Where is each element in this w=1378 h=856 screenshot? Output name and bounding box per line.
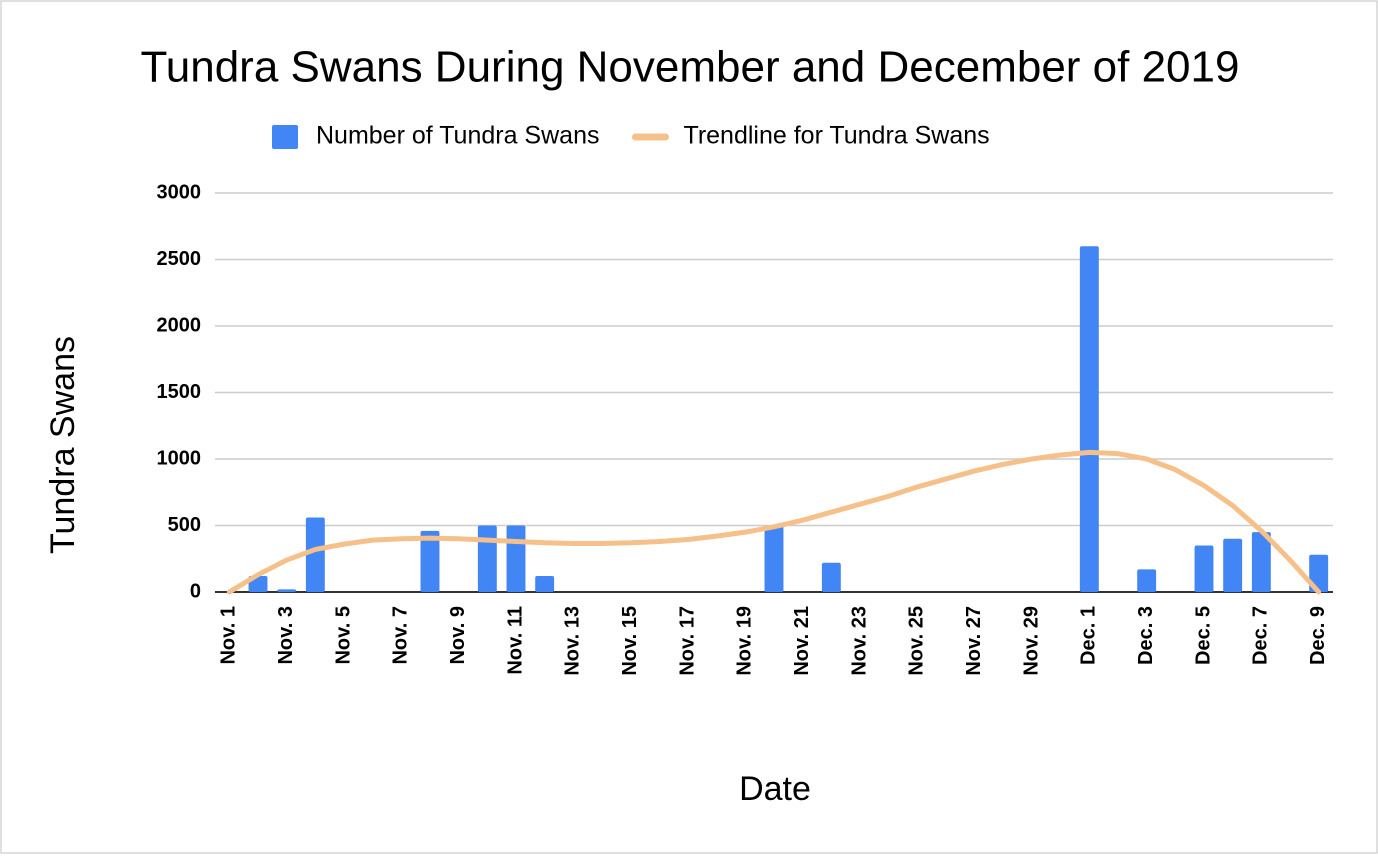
bar bbox=[764, 525, 784, 592]
bar bbox=[506, 525, 526, 592]
chart-title: Tundra Swans During November and Decembe… bbox=[141, 43, 1240, 92]
legend-swatch bbox=[272, 125, 298, 149]
x-tick-label: Nov. 9 bbox=[447, 606, 469, 665]
x-tick-label: Dec. 5 bbox=[1192, 606, 1214, 665]
x-tick-label: Dec. 9 bbox=[1307, 606, 1329, 665]
bar bbox=[277, 589, 297, 592]
trendline bbox=[226, 449, 1322, 595]
bar bbox=[1251, 532, 1271, 592]
y-axis-title: Tundra Swans bbox=[44, 336, 82, 554]
x-tick-label: Nov. 21 bbox=[791, 606, 813, 676]
legend-label: Trendline for Tundra Swans bbox=[683, 122, 989, 150]
y-tick-label: 1000 bbox=[157, 447, 202, 469]
y-tick-label: 2000 bbox=[157, 314, 202, 336]
x-tick-label: Nov. 29 bbox=[1020, 606, 1042, 676]
x-tick-label: Nov. 5 bbox=[332, 606, 354, 665]
bar bbox=[1309, 554, 1329, 592]
x-axis-title: Date bbox=[739, 770, 811, 808]
bar bbox=[821, 562, 841, 592]
bar bbox=[1223, 538, 1243, 592]
x-tick-label: Dec. 3 bbox=[1135, 606, 1157, 665]
y-tick-label: 1500 bbox=[157, 381, 202, 403]
x-tick-label: Nov. 13 bbox=[562, 606, 584, 676]
x-tick-label: Nov. 19 bbox=[734, 606, 756, 676]
x-tick-label: Nov. 1 bbox=[218, 606, 240, 665]
bar bbox=[535, 576, 555, 592]
bar bbox=[1079, 246, 1099, 592]
bar bbox=[420, 530, 440, 592]
y-tick-label: 3000 bbox=[157, 181, 202, 203]
y-tick-label: 0 bbox=[190, 580, 201, 602]
x-tick-label: Nov. 17 bbox=[676, 606, 698, 676]
bar bbox=[477, 525, 497, 592]
x-tick-label: Nov. 15 bbox=[619, 606, 641, 676]
x-tick-label: Dec. 7 bbox=[1250, 606, 1272, 665]
bar bbox=[1194, 545, 1214, 592]
bar bbox=[1137, 569, 1157, 592]
x-tick-label: Nov. 27 bbox=[963, 606, 985, 676]
x-tick-label: Nov. 23 bbox=[848, 606, 870, 676]
y-tick-label: 500 bbox=[168, 514, 201, 536]
x-tick-label: Nov. 11 bbox=[504, 606, 526, 675]
bar bbox=[305, 517, 325, 592]
x-tick-label: Dec. 1 bbox=[1078, 606, 1100, 665]
y-tick-label: 2500 bbox=[157, 248, 202, 270]
x-tick-label: Nov. 3 bbox=[275, 606, 297, 665]
x-tick-label: Nov. 7 bbox=[390, 606, 412, 665]
x-tick-label: Nov. 25 bbox=[906, 606, 928, 676]
legend-label: Number of Tundra Swans bbox=[316, 122, 599, 150]
